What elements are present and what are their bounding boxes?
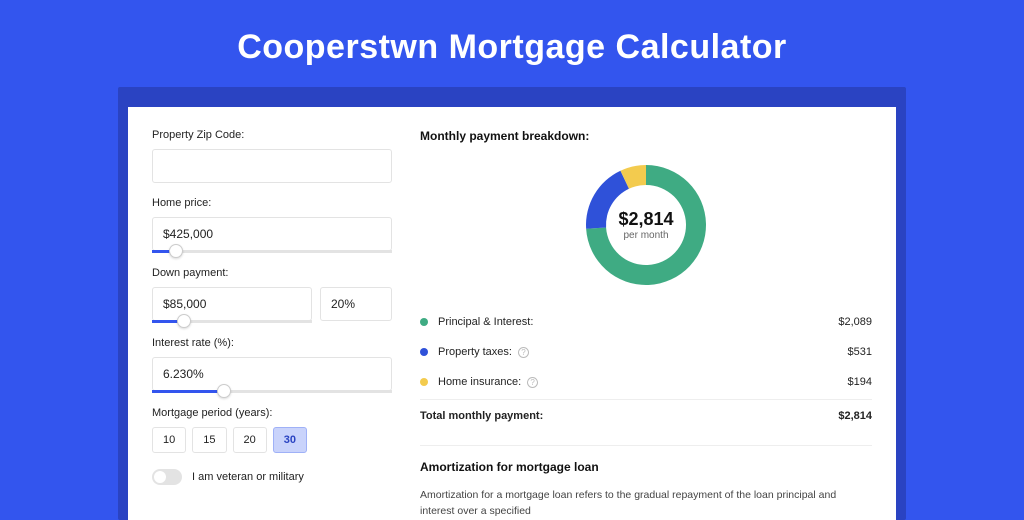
donut-center: $2,814 per month [618, 209, 673, 241]
veteran-row: I am veteran or military [152, 469, 392, 485]
legend-label: Principal & Interest: [438, 316, 838, 328]
legend-label: Home insurance:? [438, 376, 848, 388]
period-btn-20[interactable]: 20 [233, 427, 267, 453]
zip-field: Property Zip Code: [152, 129, 392, 183]
interest-rate-field: Interest rate (%): [152, 337, 392, 393]
legend-row-principal_interest: Principal & Interest:$2,089 [420, 307, 872, 337]
interest-rate-label: Interest rate (%): [152, 337, 392, 349]
breakdown-heading: Monthly payment breakdown: [420, 129, 872, 143]
calculator-card: Property Zip Code: Home price: Down paym… [128, 107, 896, 520]
slider-thumb[interactable] [217, 384, 231, 398]
donut-sublabel: per month [618, 230, 673, 241]
total-label: Total monthly payment: [420, 410, 838, 422]
total-row: Total monthly payment: $2,814 [420, 399, 872, 431]
home-price-field: Home price: [152, 197, 392, 253]
veteran-label: I am veteran or military [192, 471, 304, 483]
slider-thumb[interactable] [169, 244, 183, 258]
down-payment-field: Down payment: [152, 267, 392, 323]
legend-dot [420, 318, 428, 326]
period-field: Mortgage period (years): 1015 2030 [152, 407, 392, 453]
legend-value: $531 [848, 346, 872, 358]
amortization-section: Amortization for mortgage loan Amortizat… [420, 445, 872, 520]
toggle-knob [154, 471, 166, 483]
breakdown-column: Monthly payment breakdown: $2,814 per mo… [420, 129, 872, 520]
legend-label: Property taxes:? [438, 346, 848, 358]
info-icon[interactable]: ? [518, 347, 529, 358]
zip-label: Property Zip Code: [152, 129, 392, 141]
total-value: $2,814 [838, 410, 872, 422]
donut-amount: $2,814 [618, 209, 673, 230]
period-label: Mortgage period (years): [152, 407, 392, 419]
legend-value: $194 [848, 376, 872, 388]
legend-dot [420, 348, 428, 356]
interest-rate-slider[interactable] [152, 390, 392, 393]
home-price-label: Home price: [152, 197, 392, 209]
legend-dot [420, 378, 428, 386]
legend-row-home_insurance: Home insurance:?$194 [420, 367, 872, 397]
info-icon[interactable]: ? [527, 377, 538, 388]
inputs-column: Property Zip Code: Home price: Down paym… [152, 129, 392, 520]
amortization-heading: Amortization for mortgage loan [420, 460, 872, 474]
interest-rate-input[interactable] [152, 357, 392, 391]
period-btn-10[interactable]: 10 [152, 427, 186, 453]
legend-value: $2,089 [838, 316, 872, 328]
home-price-slider[interactable] [152, 250, 392, 253]
amortization-body: Amortization for a mortgage loan refers … [420, 488, 872, 520]
down-payment-percent-input[interactable] [320, 287, 392, 321]
home-price-input[interactable] [152, 217, 392, 251]
card-outer: Property Zip Code: Home price: Down paym… [118, 87, 906, 520]
legend: Principal & Interest:$2,089Property taxe… [420, 307, 872, 397]
zip-input[interactable] [152, 149, 392, 183]
period-btn-15[interactable]: 15 [192, 427, 226, 453]
down-payment-amount-input[interactable] [152, 287, 312, 321]
legend-row-property_taxes: Property taxes:?$531 [420, 337, 872, 367]
donut-chart: $2,814 per month [582, 161, 710, 289]
period-btn-30[interactable]: 30 [273, 427, 307, 453]
donut-chart-wrap: $2,814 per month [420, 157, 872, 307]
down-payment-label: Down payment: [152, 267, 392, 279]
page-title: Cooperstwn Mortgage Calculator [0, 0, 1024, 87]
down-payment-slider[interactable] [152, 320, 312, 323]
slider-thumb[interactable] [177, 314, 191, 328]
veteran-toggle[interactable] [152, 469, 182, 485]
